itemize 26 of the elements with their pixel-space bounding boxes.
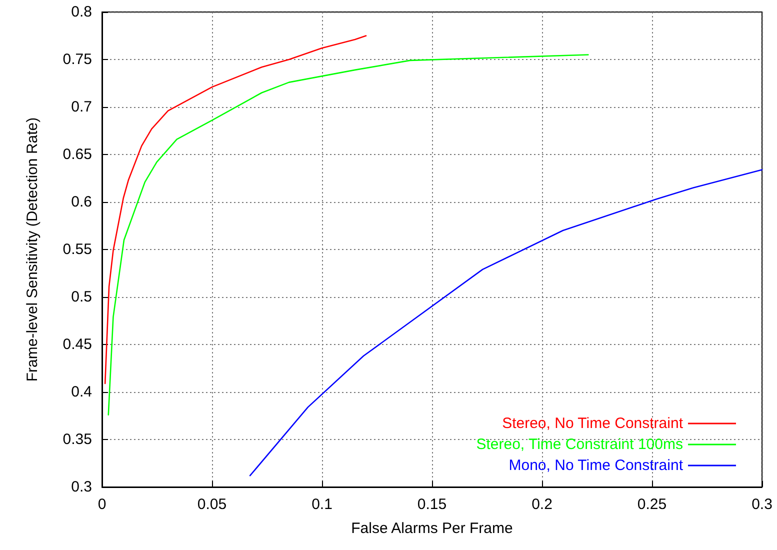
x-tick-label: 0.2 [532,496,552,513]
legend-label: Stereo, No Time Constraint [502,415,684,432]
y-tick-label: 0.5 [71,288,92,306]
line-series [104,35,367,384]
legend-label: Mono, No Time Constraint [508,457,684,474]
x-tick-label: 0 [98,496,106,513]
y-tick-label: 0.35 [62,431,92,448]
y-tick-label: 0.4 [71,384,92,400]
x-tick-label: 0.15 [417,496,447,513]
x-tick-label: 0.1 [312,496,332,513]
x-tick-label: 0.25 [637,496,667,513]
legend-label: Stereo, Time Constraint 100ms [476,436,683,453]
y-tick-label: 0.75 [62,51,92,68]
y-axis-title: Frame-level Sensitivity (Detection Rate) [24,117,41,382]
y-tick-label: 0.55 [62,241,92,258]
y-tick-label: 0.65 [62,146,92,163]
line-series [249,169,763,476]
y-tick-label: 0.45 [62,336,92,353]
y-tick-label: 0.7 [71,98,92,116]
y-tick-label: 0.6 [71,194,92,210]
y-tick-label: 0.3 [71,478,92,496]
y-tick-label: 0.8 [71,4,92,20]
line-series [108,54,589,416]
x-axis-title: False Alarms Per Frame [351,520,513,537]
x-tick-label: 0.3 [752,496,772,513]
x-tick-label: 0.05 [197,496,227,513]
